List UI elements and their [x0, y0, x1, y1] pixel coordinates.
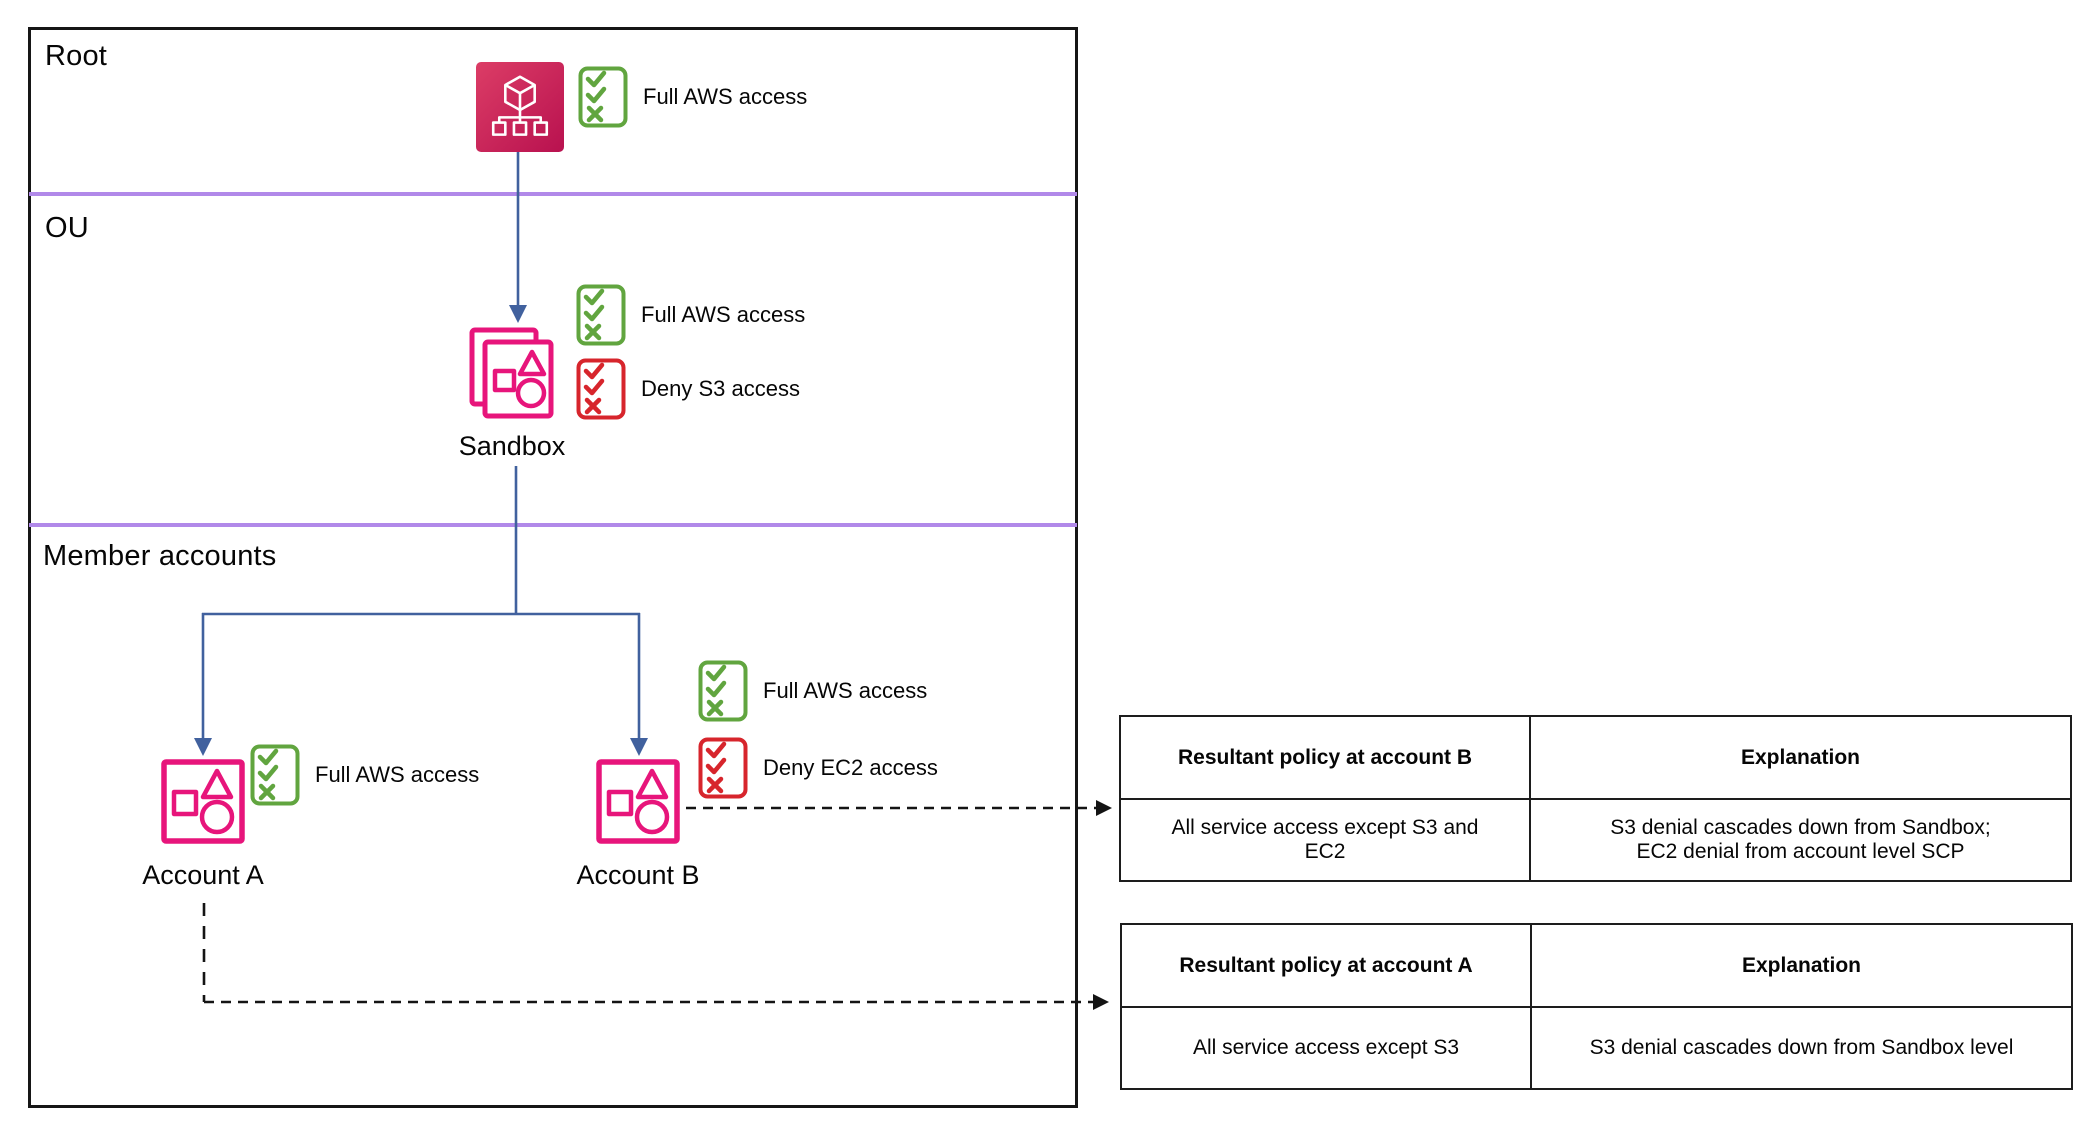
policy-label: Deny EC2 access [763, 755, 938, 780]
ou-sandbox-icon [469, 327, 554, 419]
allow-checklist-icon [576, 284, 626, 346]
account-a-icon [161, 759, 245, 844]
table-cell: S3 denial cascades down from Sandbox; EC… [1529, 798, 2072, 882]
resultant-policy-table-account-b: Resultant policy at account B Explanatio… [1119, 715, 2072, 882]
account-a-policy-full-aws-access: Full AWS access [250, 744, 479, 806]
table-cell: All service access except S3 [1120, 1006, 1532, 1090]
table-header-row: Resultant policy at account B Explanatio… [1119, 715, 2072, 800]
account-a-label: Account A [142, 860, 264, 890]
org-tree-glyph [491, 75, 549, 136]
deny-checklist-icon [698, 737, 748, 799]
allow-checklist-icon [578, 66, 628, 128]
account-b-policy-full-aws-access: Full AWS access [698, 660, 927, 722]
table-cell: S3 denial cascades down from Sandbox lev… [1530, 1006, 2073, 1090]
organizations-root-icon [476, 62, 564, 152]
table-a-arrowhead [1093, 994, 1109, 1010]
table-row: All service access except S3 and EC2 S3 … [1119, 798, 2072, 882]
account-b-icon [596, 759, 680, 844]
table-cell: All service access except S3 and EC2 [1119, 798, 1531, 882]
ou-policy-deny-s3-access: Deny S3 access [576, 358, 800, 420]
policy-label: Deny S3 access [641, 376, 800, 401]
policy-label: Full AWS access [763, 678, 928, 703]
root-ou-divider [29, 192, 1077, 196]
policy-label: Full AWS access [315, 762, 480, 787]
ou-policy-full-aws-access: Full AWS access [576, 284, 805, 346]
allow-checklist-icon [698, 660, 748, 722]
table-header-cell: Explanation [1529, 715, 2072, 800]
account-b-policy-deny-ec2-access: Deny EC2 access [698, 737, 938, 799]
section-label-root: Root [45, 40, 108, 72]
policy-label: Full AWS access [641, 302, 806, 327]
policy-label: Full AWS access [643, 84, 808, 109]
table-header-cell: Explanation [1530, 923, 2073, 1008]
table-row: All service access except S3 S3 denial c… [1120, 1006, 2073, 1090]
allow-checklist-icon [250, 744, 300, 806]
table-header-cell: Resultant policy at account A [1120, 923, 1532, 1008]
root-policy-full-aws-access: Full AWS access [578, 66, 807, 128]
table-header-row: Resultant policy at account A Explanatio… [1120, 923, 2073, 1008]
organization-box [28, 27, 1078, 1108]
account-b-label: Account B [576, 860, 700, 890]
deny-checklist-icon [576, 358, 626, 420]
table-header-cell: Resultant policy at account B [1119, 715, 1531, 800]
ou-sandbox-label: Sandbox [458, 431, 566, 461]
table-b-arrowhead [1096, 800, 1112, 816]
ou-member-divider [29, 523, 1077, 527]
resultant-policy-table-account-a: Resultant policy at account A Explanatio… [1120, 923, 2073, 1090]
section-label-member-accounts: Member accounts [43, 540, 277, 572]
section-label-ou: OU [45, 212, 89, 244]
